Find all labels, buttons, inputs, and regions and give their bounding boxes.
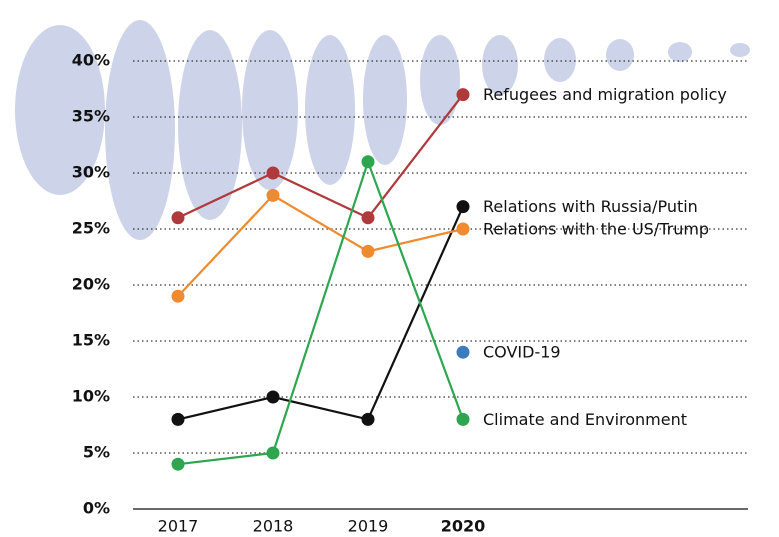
legend-label: Relations with the US/Trump <box>483 220 709 239</box>
data-point <box>457 413 470 426</box>
data-point <box>362 155 375 168</box>
x-tick-label: 2018 <box>253 517 294 536</box>
x-tick-label: 2019 <box>348 517 389 536</box>
legend-label: Relations with Russia/Putin <box>483 197 698 216</box>
data-point <box>457 346 470 359</box>
data-point <box>172 458 185 471</box>
data-point <box>457 200 470 213</box>
data-point <box>172 413 185 426</box>
data-point <box>172 211 185 224</box>
y-tick-label: 15% <box>72 331 110 350</box>
data-point <box>362 413 375 426</box>
y-tick-label: 5% <box>83 443 110 462</box>
data-point <box>267 189 280 202</box>
data-point <box>172 290 185 303</box>
data-point <box>457 88 470 101</box>
legend-label: Refugees and migration policy <box>483 85 727 104</box>
y-tick-label: 35% <box>72 107 110 126</box>
data-point <box>457 223 470 236</box>
y-tick-label: 10% <box>72 387 110 406</box>
y-tick-label: 30% <box>72 163 110 182</box>
y-tick-label: 25% <box>72 219 110 238</box>
data-point <box>267 391 280 404</box>
y-tick-label: 0% <box>83 499 110 518</box>
data-point <box>267 167 280 180</box>
chart: 0% 5% 10% 15% 20% 25% 30% 35% 40% 2017 2018 2019 202… <box>0 0 779 537</box>
legend-label: COVID-19 <box>483 343 561 362</box>
y-tick-label: 40% <box>72 51 110 70</box>
data-point <box>267 447 280 460</box>
data-point <box>362 245 375 258</box>
x-tick-label: 2020 <box>441 517 486 536</box>
legend-label: Climate and Environment <box>483 410 687 429</box>
x-tick-label: 2017 <box>158 517 199 536</box>
data-point <box>362 211 375 224</box>
y-tick-label: 20% <box>72 275 110 294</box>
